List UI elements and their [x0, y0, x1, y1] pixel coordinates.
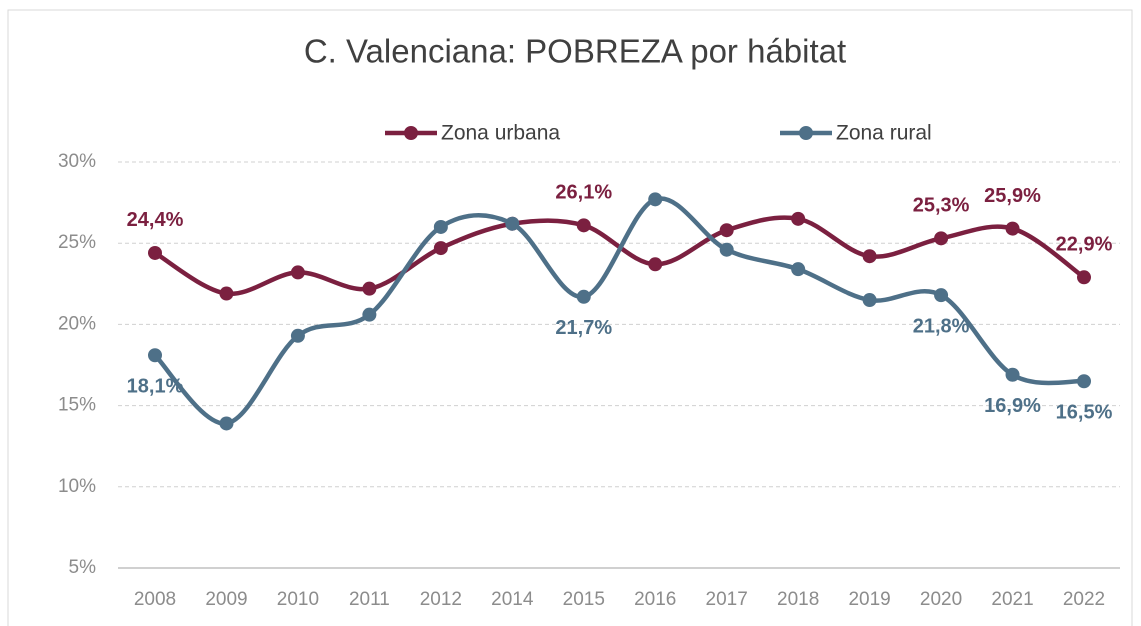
y-tick-label: 10% [58, 476, 96, 497]
x-tick-label: 2015 [563, 589, 605, 610]
point [148, 245, 162, 260]
data-label: 16,5% [1056, 402, 1113, 424]
data-label: 26,1% [555, 182, 612, 204]
data-label: 25,3% [913, 195, 970, 217]
point [148, 348, 162, 363]
x-tick-label: 2008 [134, 589, 176, 610]
chart-title: C. Valenciana: POBREZA por hábitat [304, 33, 846, 70]
point [290, 265, 305, 280]
legend-marker [404, 126, 418, 140]
x-tick-label: 2012 [420, 589, 462, 610]
frame [7, 9, 1133, 626]
point [433, 219, 448, 234]
x-tick-label: 2022 [1063, 589, 1105, 610]
x-tick-label: 2020 [920, 589, 962, 610]
x-tick-label: 2016 [634, 589, 676, 610]
point [1005, 367, 1020, 382]
x-tick-label: 2011 [349, 589, 390, 610]
point [576, 218, 591, 233]
point [791, 262, 806, 277]
point [219, 416, 234, 431]
data-label: 22,9% [1056, 234, 1113, 256]
point [433, 241, 448, 256]
point [719, 242, 734, 257]
point [362, 281, 377, 296]
y-tick-label: 25% [58, 232, 96, 253]
data-label: 21,7% [555, 317, 612, 339]
y-tick-label: 20% [58, 313, 96, 334]
point [505, 216, 520, 231]
point [219, 286, 234, 301]
data-label: 24,4% [127, 209, 184, 231]
data-label: 18,1% [127, 376, 184, 398]
point [934, 231, 949, 246]
legend-label: Zona urbana [441, 122, 560, 145]
point [862, 249, 877, 264]
legend-marker [799, 126, 813, 140]
point [791, 211, 806, 226]
point [719, 223, 734, 238]
line [153, 215, 1086, 297]
point [934, 288, 949, 303]
x-tick-label: 2018 [777, 589, 819, 610]
data-label: 25,9% [984, 185, 1041, 207]
y-tick-label: 30% [58, 151, 96, 172]
point [648, 257, 663, 272]
x-tick-label: 2009 [205, 589, 247, 610]
point [1077, 374, 1091, 389]
point [1005, 221, 1020, 236]
x-tick-label: 2021 [991, 589, 1033, 610]
point [362, 307, 377, 322]
x-tick-label: 2010 [277, 589, 319, 610]
point [648, 192, 663, 207]
point [290, 328, 305, 343]
data-label: 21,8% [913, 315, 970, 337]
y-tick-label: 15% [58, 395, 96, 416]
point [576, 289, 591, 304]
y-tick-label: 5% [69, 557, 97, 578]
point [862, 293, 877, 308]
x-tick-label: 2014 [491, 589, 534, 610]
x-tick-label: 2017 [706, 589, 748, 610]
data-label: 16,9% [984, 395, 1041, 417]
legend-label: Zona rural [836, 122, 932, 145]
x-tick-label: 2019 [848, 589, 890, 610]
line [153, 196, 1085, 426]
point [1077, 270, 1091, 285]
